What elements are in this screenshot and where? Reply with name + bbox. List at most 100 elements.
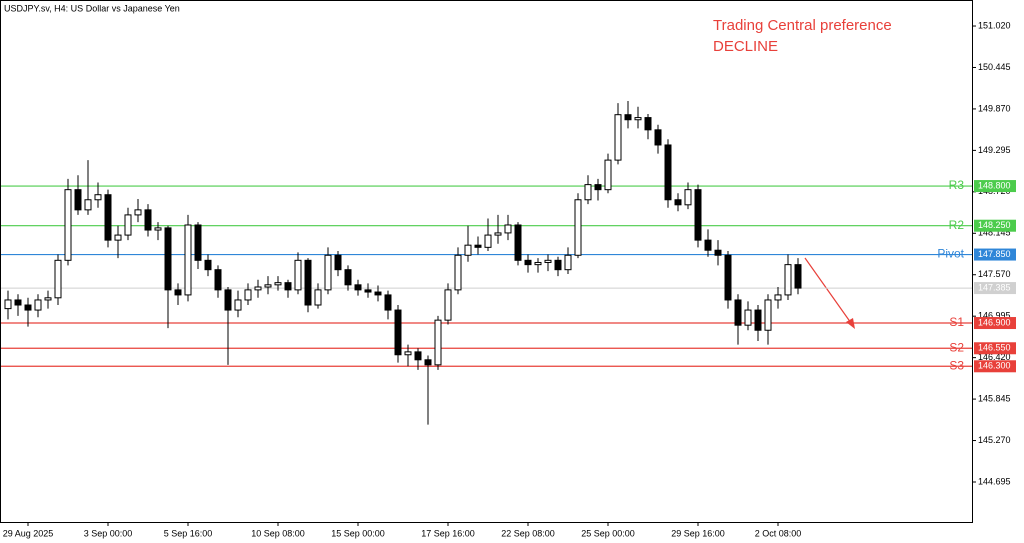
candle-body <box>54 259 62 299</box>
candle-body <box>754 309 762 331</box>
y-tick-label: 151.020 <box>978 20 1011 30</box>
price-label-box <box>974 180 1016 193</box>
x-tick-label: 10 Sep 08:00 <box>251 528 305 538</box>
candle-body <box>594 184 602 191</box>
candle-body <box>574 199 582 256</box>
candle-body <box>254 286 262 291</box>
candle-body <box>134 209 142 216</box>
candle-body <box>604 159 612 191</box>
candle-body <box>344 269 352 286</box>
x-tick-label: 3 Sep 00:00 <box>84 528 133 538</box>
level-name: S2 <box>949 340 964 354</box>
x-tick-label: 25 Sep 00:00 <box>581 528 635 538</box>
y-tick-label: 146.420 <box>978 352 1011 362</box>
candle-body <box>24 304 32 311</box>
candle-body <box>94 194 102 201</box>
x-tick-label: 15 Sep 00:00 <box>331 528 385 538</box>
candle-body <box>534 261 542 266</box>
candle-body <box>564 254 572 271</box>
y-tick-label: 149.295 <box>978 145 1011 155</box>
candle-body <box>314 289 322 306</box>
candle-body <box>414 351 422 361</box>
candle-body <box>124 214 132 236</box>
level-name: S1 <box>949 315 964 329</box>
x-tick-label: 5 Sep 16:00 <box>164 528 213 538</box>
candle-body <box>324 254 332 291</box>
candle-body <box>714 249 722 256</box>
price-label: 147.850 <box>978 249 1011 259</box>
candle-body <box>234 299 242 311</box>
level-name: Pivot <box>937 247 964 261</box>
chart-title: USDJPY.sv, H4: US Dollar vs Japanese Yen <box>4 3 180 13</box>
y-tick-label: 148.145 <box>978 228 1011 238</box>
candle-body <box>704 239 712 251</box>
candle-body <box>34 299 42 311</box>
x-tick-label: 29 Aug 2025 <box>3 528 54 538</box>
plot-frame <box>0 0 973 523</box>
candle-body <box>294 259 302 291</box>
candle-body <box>304 259 312 306</box>
price-label-box <box>974 282 1016 295</box>
candle-body <box>764 299 772 331</box>
candle-body <box>484 234 492 248</box>
level-name: R2 <box>949 218 965 232</box>
candle-body <box>544 259 552 263</box>
candle-body <box>404 351 412 356</box>
price-label-box <box>974 219 1016 232</box>
candle-body <box>334 254 342 271</box>
candle-body <box>684 189 692 206</box>
candle-body <box>584 184 592 201</box>
candle-body <box>724 254 732 301</box>
candle-body <box>374 291 382 296</box>
candle-body <box>44 297 52 301</box>
x-tick-label: 29 Sep 16:00 <box>671 528 725 538</box>
candle-body <box>264 284 272 288</box>
y-tick-label: 149.870 <box>978 103 1011 113</box>
candle-body <box>664 144 672 201</box>
candle-body <box>384 294 392 311</box>
candle-body <box>64 189 72 261</box>
candle-body <box>84 199 92 211</box>
candle-body <box>794 264 802 289</box>
annotation: DECLINE <box>713 38 778 55</box>
candle-body <box>74 189 82 211</box>
candle-body <box>494 232 502 236</box>
candle-body <box>214 269 222 291</box>
candle-body <box>354 284 362 291</box>
level-name: S3 <box>949 358 964 372</box>
candle-body <box>694 189 702 241</box>
y-tick-label: 147.570 <box>978 269 1011 279</box>
arrow <box>804 257 852 324</box>
y-tick-label: 145.270 <box>978 435 1011 445</box>
candle-body <box>674 199 682 206</box>
candle-body <box>624 114 632 121</box>
candle-body <box>504 224 512 234</box>
x-tick-label: 22 Sep 08:00 <box>501 528 555 538</box>
candle-body <box>164 227 172 291</box>
price-label-box <box>974 342 1016 355</box>
x-tick-label: 17 Sep 16:00 <box>421 528 475 538</box>
candle-body <box>204 259 212 271</box>
candle-body <box>194 224 202 261</box>
price-label: 148.800 <box>978 180 1011 190</box>
price-label-box <box>974 317 1016 330</box>
candle-body <box>4 299 12 310</box>
price-label-box <box>974 248 1016 261</box>
candle-body <box>104 194 112 241</box>
candle-body <box>514 224 522 261</box>
candle-body <box>174 289 182 296</box>
candle-body <box>284 282 292 291</box>
candle-body <box>224 289 232 311</box>
candle-body <box>634 117 642 121</box>
annotation: Trading Central preference <box>713 17 892 34</box>
y-tick-label: 150.445 <box>978 62 1011 72</box>
candle-body <box>244 289 252 301</box>
candle-body <box>774 294 782 301</box>
y-tick-label: 144.695 <box>978 476 1011 486</box>
y-tick-label: 145.845 <box>978 393 1011 403</box>
candle-body <box>274 282 282 286</box>
price-label: 146.300 <box>978 361 1011 371</box>
candle-body <box>184 224 192 296</box>
